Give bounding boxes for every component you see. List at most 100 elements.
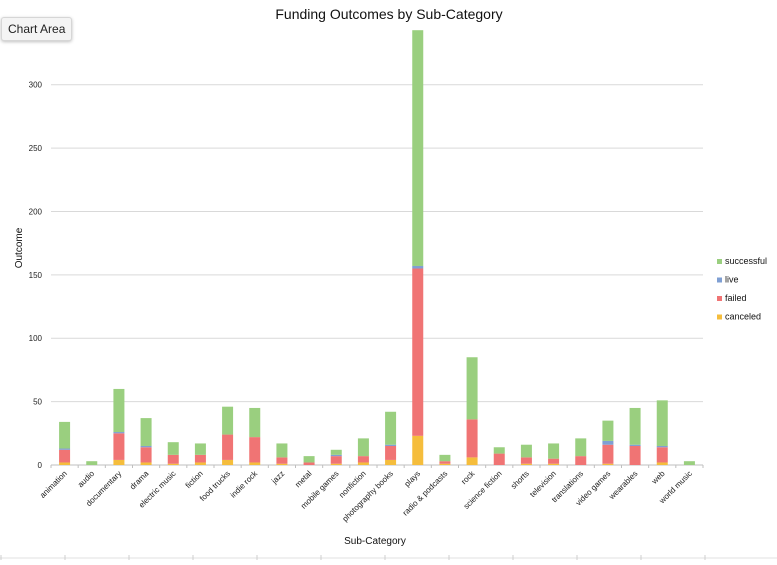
bar-segment [656, 400, 668, 446]
bar-segment [656, 447, 668, 463]
bar-segment [167, 463, 179, 465]
bar-segment [140, 462, 152, 465]
bar-segment [113, 459, 125, 465]
legend-label: successful [725, 256, 767, 266]
legend-label: canceled [725, 312, 761, 322]
bar-segment [575, 438, 587, 457]
bar-segment [167, 454, 179, 464]
bar-segment [385, 445, 397, 460]
x-axis-label: Sub-Category [344, 536, 406, 547]
bar-segment [303, 462, 315, 465]
bar-segment [520, 444, 532, 458]
x-tick-label: web [649, 469, 667, 487]
bar-segment [439, 463, 451, 465]
x-tick-label: audio [76, 469, 97, 490]
bar-segment [330, 454, 342, 457]
bars-group [59, 30, 695, 465]
bar-segment [113, 432, 125, 434]
bar-segment [330, 456, 342, 464]
bar-segment [357, 438, 369, 457]
bar-segment [602, 444, 614, 464]
bar-segment [357, 462, 369, 465]
bar-segment [656, 445, 668, 448]
bar-segment [222, 459, 234, 465]
gridlines [51, 84, 703, 466]
bar-segment [575, 456, 587, 465]
bar-segment [222, 434, 234, 460]
bar-segment [520, 463, 532, 465]
y-tick-label: 250 [29, 144, 43, 153]
bar-segment [439, 461, 451, 464]
bottom-ruler [0, 555, 777, 560]
legend: successful live failed canceled [717, 256, 767, 322]
bar-segment [602, 440, 614, 445]
bar-segment [412, 265, 424, 269]
chart-area-tooltip: Chart Area [1, 17, 73, 41]
bar-segment [194, 454, 206, 463]
y-axis-label: Outcome [14, 227, 25, 268]
y-tick-labels: 0 50 100 150 200 250 300 [29, 81, 43, 470]
bar-segment [276, 457, 288, 464]
y-tick-label: 300 [29, 81, 43, 90]
bar-segment [86, 461, 98, 465]
legend-label: failed [725, 293, 747, 303]
bar-segment [140, 447, 152, 463]
bar-segment [656, 462, 668, 465]
bar-segment [303, 456, 315, 463]
bar-segment [385, 444, 397, 446]
bar-segment [276, 463, 288, 465]
bar-segment [602, 420, 614, 441]
x-tick-label: metal [293, 469, 313, 489]
bar-segment [330, 449, 342, 455]
bar-segment [466, 419, 478, 458]
bar-segment [330, 463, 342, 465]
bar-segment [629, 407, 641, 445]
bar-segment [385, 411, 397, 445]
bar-segment [59, 448, 71, 450]
y-tick-label: 200 [29, 207, 43, 216]
bar-segment [167, 442, 179, 455]
bar-segment [412, 268, 424, 436]
bar-segment [412, 30, 424, 266]
bar-segment [520, 457, 532, 464]
legend-swatch [717, 277, 722, 283]
bar-segment [412, 435, 424, 465]
bar-segment [194, 462, 206, 465]
bar-segment [59, 462, 71, 465]
x-tick-label: photography books [341, 469, 395, 523]
bar-segment [59, 421, 71, 449]
bar-segment [140, 445, 152, 448]
x-tick-label: wearables [607, 469, 640, 502]
bar-segment [222, 406, 234, 435]
bar-segment [629, 445, 641, 465]
x-tick-label: drama [128, 469, 151, 492]
bar-segment [113, 433, 125, 460]
x-tick-label: animation [38, 469, 69, 500]
bar-segment [140, 418, 152, 446]
bar-segment [493, 453, 505, 465]
bar-segment [683, 461, 695, 465]
x-tick-label: jazz [269, 469, 286, 486]
y-tick-label: 50 [33, 398, 42, 407]
x-tick-label: fiction [184, 469, 205, 490]
bar-segment [194, 443, 206, 455]
y-tick-label: 100 [29, 334, 43, 343]
bar-segment [357, 456, 369, 463]
bar-segment [548, 458, 560, 464]
legend-swatch [717, 259, 722, 264]
bar-segment [249, 462, 261, 465]
bar-segment [113, 388, 125, 433]
legend-swatch [717, 314, 722, 320]
y-tick-label: 0 [38, 461, 43, 470]
x-tick-label: rock [459, 468, 477, 486]
bar-segment [493, 447, 505, 454]
bar-segment [629, 444, 641, 446]
bar-segment [249, 407, 261, 438]
bar-segment [385, 459, 397, 465]
bar-segment [249, 437, 261, 463]
bar-segment [466, 357, 478, 420]
legend-label: live [725, 275, 739, 285]
